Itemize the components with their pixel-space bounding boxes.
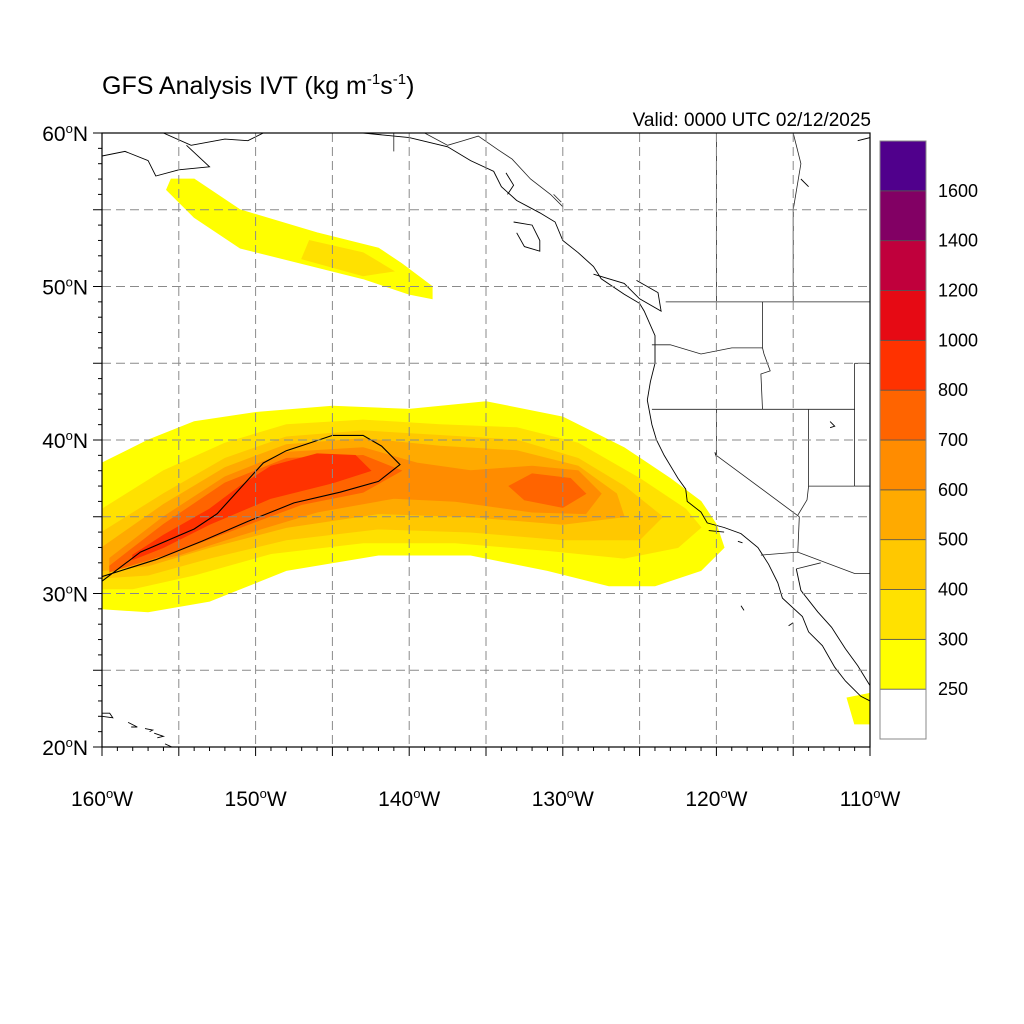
coastline-segment xyxy=(740,605,745,611)
ivt-region-600 xyxy=(109,447,602,570)
coastline-segment xyxy=(800,178,809,188)
boundary-segment xyxy=(760,301,771,410)
coastline-segment xyxy=(163,133,264,146)
colorbar-box xyxy=(879,539,927,590)
coastline-segment xyxy=(505,172,515,195)
ivt-shaded-field xyxy=(102,178,870,725)
colorbar-box xyxy=(879,290,927,341)
y-tick-label: 40oN xyxy=(42,428,88,453)
colorbar-box xyxy=(879,389,927,441)
colorbar-box xyxy=(879,190,927,242)
colorbar-label: 500 xyxy=(938,530,968,550)
lat-lon-gridlines xyxy=(102,133,870,747)
coastline-segment xyxy=(513,221,541,252)
x-tick-label: 110oW xyxy=(840,786,901,811)
y-tick-label: 50oN xyxy=(42,275,88,300)
coastline-segment xyxy=(127,721,138,728)
colorbar-box xyxy=(879,489,927,541)
x-tick-label: 160oW xyxy=(71,786,133,811)
boundary-segment xyxy=(553,194,562,203)
colorbar-box xyxy=(879,688,927,740)
coastline-segment xyxy=(363,133,870,702)
x-tick-label: 150oW xyxy=(225,786,287,811)
colorbar-label: 700 xyxy=(938,430,968,450)
x-tick-label: 140oW xyxy=(378,786,440,811)
x-tick-label: 120oW xyxy=(685,786,747,811)
colorbar-label: 800 xyxy=(938,380,968,400)
colorbar-box xyxy=(879,589,927,640)
colorbar-box xyxy=(879,439,927,491)
colorbar-frame xyxy=(879,140,927,740)
colorbar-label: 1200 xyxy=(938,281,978,301)
coastline-segment xyxy=(737,540,743,544)
boundary-segment xyxy=(796,562,821,570)
colorbar-box xyxy=(879,638,927,690)
ivt-contour xyxy=(102,434,401,582)
coastline-segment xyxy=(102,144,211,177)
coastlines xyxy=(102,133,870,747)
colorbar-label: 300 xyxy=(938,629,968,649)
x-tick-label: 130oW xyxy=(532,786,594,811)
colorbar-box xyxy=(879,140,927,192)
ivt-region-700 xyxy=(508,473,587,508)
boundary-segment xyxy=(792,133,802,302)
ivt-contour-line xyxy=(102,434,401,582)
colorbar-label: 1600 xyxy=(938,181,978,201)
map-title: GFS Analysis IVT (kg m-1s-1) xyxy=(102,71,415,100)
y-tick-label: 60oN xyxy=(42,121,88,146)
coastline-segment xyxy=(829,421,836,429)
axis-ticks xyxy=(93,132,871,756)
boundary-segment xyxy=(760,551,870,574)
boundary-segment xyxy=(651,344,763,355)
y-tick-label: 30oN xyxy=(42,582,88,607)
colorbar: 250 300 400 500 600 700 800 1000 1200 1400 1600 xyxy=(879,140,978,740)
ivt-region-800 xyxy=(132,453,372,561)
colorbar-label: 400 xyxy=(938,580,968,600)
coastline-segment xyxy=(593,273,662,312)
coastline-segment xyxy=(857,137,870,142)
colorbar-box xyxy=(879,339,927,391)
colorbar-label: 1400 xyxy=(938,231,978,251)
colorbar-label: 600 xyxy=(938,480,968,500)
colorbar-label: 1000 xyxy=(938,330,978,350)
axis-labels: 160oW 150oW 140oW 130oW 120oW 110oW 20oN 30oN 40… xyxy=(42,121,900,811)
y-tick-label: 20oN xyxy=(42,735,88,760)
colorbar-label: 250 xyxy=(938,679,968,699)
ivt-region-300 xyxy=(301,240,395,277)
coastline-segment xyxy=(795,568,870,686)
valid-time: Valid: 0000 UTC 02/12/2025 xyxy=(632,110,871,131)
colorbar-box xyxy=(879,240,927,291)
coastline-segment xyxy=(788,622,794,627)
boundary-segment xyxy=(797,486,809,516)
boundary-segment xyxy=(424,133,564,207)
coastline-segment xyxy=(144,728,155,733)
coastline-segment xyxy=(102,712,114,719)
ivt-region-250 xyxy=(846,692,870,725)
coastline-segment xyxy=(164,743,173,747)
coastline-segment xyxy=(154,732,166,739)
